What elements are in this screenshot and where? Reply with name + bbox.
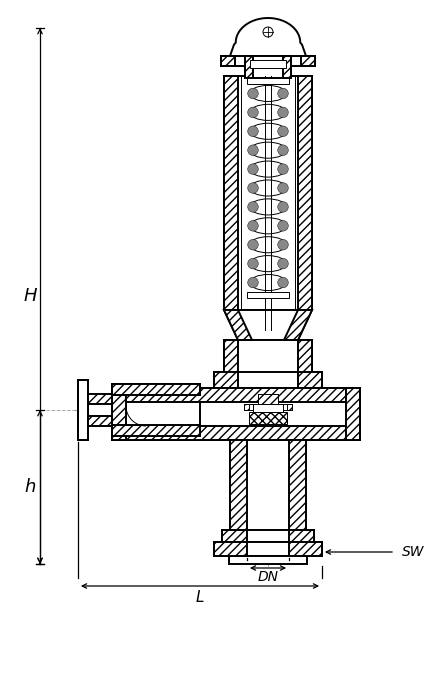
Bar xyxy=(253,404,283,412)
Circle shape xyxy=(278,220,288,231)
Bar xyxy=(214,372,322,388)
Bar xyxy=(78,380,88,440)
Circle shape xyxy=(248,258,258,269)
Bar xyxy=(247,292,289,298)
Bar xyxy=(214,542,322,556)
Polygon shape xyxy=(224,310,252,340)
Bar xyxy=(224,76,312,310)
Bar xyxy=(245,56,291,78)
Bar xyxy=(214,372,238,388)
Circle shape xyxy=(248,202,258,212)
Bar xyxy=(258,394,278,404)
Bar xyxy=(244,404,249,410)
Bar xyxy=(112,388,360,402)
Polygon shape xyxy=(230,18,306,56)
Bar xyxy=(229,556,307,564)
Text: DN: DN xyxy=(258,570,279,584)
Bar xyxy=(112,426,360,440)
Circle shape xyxy=(248,183,258,193)
Circle shape xyxy=(248,164,258,174)
Circle shape xyxy=(278,164,288,174)
Bar xyxy=(289,530,314,542)
Circle shape xyxy=(248,145,258,155)
Bar xyxy=(221,56,235,66)
Polygon shape xyxy=(224,310,312,340)
Text: H: H xyxy=(23,287,37,305)
Bar xyxy=(289,542,322,556)
Text: SW: SW xyxy=(402,545,425,559)
Bar xyxy=(222,530,314,542)
Circle shape xyxy=(278,145,288,155)
Circle shape xyxy=(248,126,258,136)
Bar xyxy=(214,542,247,556)
Bar xyxy=(88,394,112,426)
Bar xyxy=(112,388,360,440)
Bar xyxy=(250,60,286,68)
Bar xyxy=(88,416,112,426)
Bar xyxy=(224,340,238,380)
Circle shape xyxy=(278,258,288,269)
Circle shape xyxy=(278,239,288,250)
Circle shape xyxy=(278,126,288,136)
Text: h: h xyxy=(24,478,36,496)
Bar xyxy=(244,404,292,410)
Text: L: L xyxy=(196,591,204,606)
Bar xyxy=(289,440,306,530)
Circle shape xyxy=(278,183,288,193)
Bar xyxy=(258,394,278,404)
Circle shape xyxy=(278,107,288,118)
Bar xyxy=(112,384,200,395)
Circle shape xyxy=(248,88,258,99)
Bar xyxy=(221,56,315,66)
Bar xyxy=(230,440,306,530)
Bar xyxy=(88,394,112,404)
Bar xyxy=(298,76,312,310)
Bar xyxy=(224,76,238,310)
Bar xyxy=(298,372,322,388)
Bar xyxy=(247,78,289,84)
Circle shape xyxy=(278,277,288,288)
Polygon shape xyxy=(284,310,312,340)
Bar xyxy=(112,384,200,436)
Bar xyxy=(112,425,200,436)
Bar xyxy=(249,412,287,424)
Circle shape xyxy=(248,107,258,118)
Bar xyxy=(245,56,253,78)
Circle shape xyxy=(248,220,258,231)
Bar xyxy=(222,530,247,542)
Circle shape xyxy=(248,277,258,288)
Circle shape xyxy=(248,239,258,250)
Bar xyxy=(301,56,315,66)
Bar xyxy=(230,440,247,530)
Bar xyxy=(283,56,291,78)
Circle shape xyxy=(278,202,288,212)
Bar xyxy=(287,404,292,410)
Circle shape xyxy=(278,88,288,99)
Bar xyxy=(298,340,312,380)
Bar xyxy=(346,388,360,440)
Bar xyxy=(224,340,312,380)
Bar xyxy=(112,388,126,440)
